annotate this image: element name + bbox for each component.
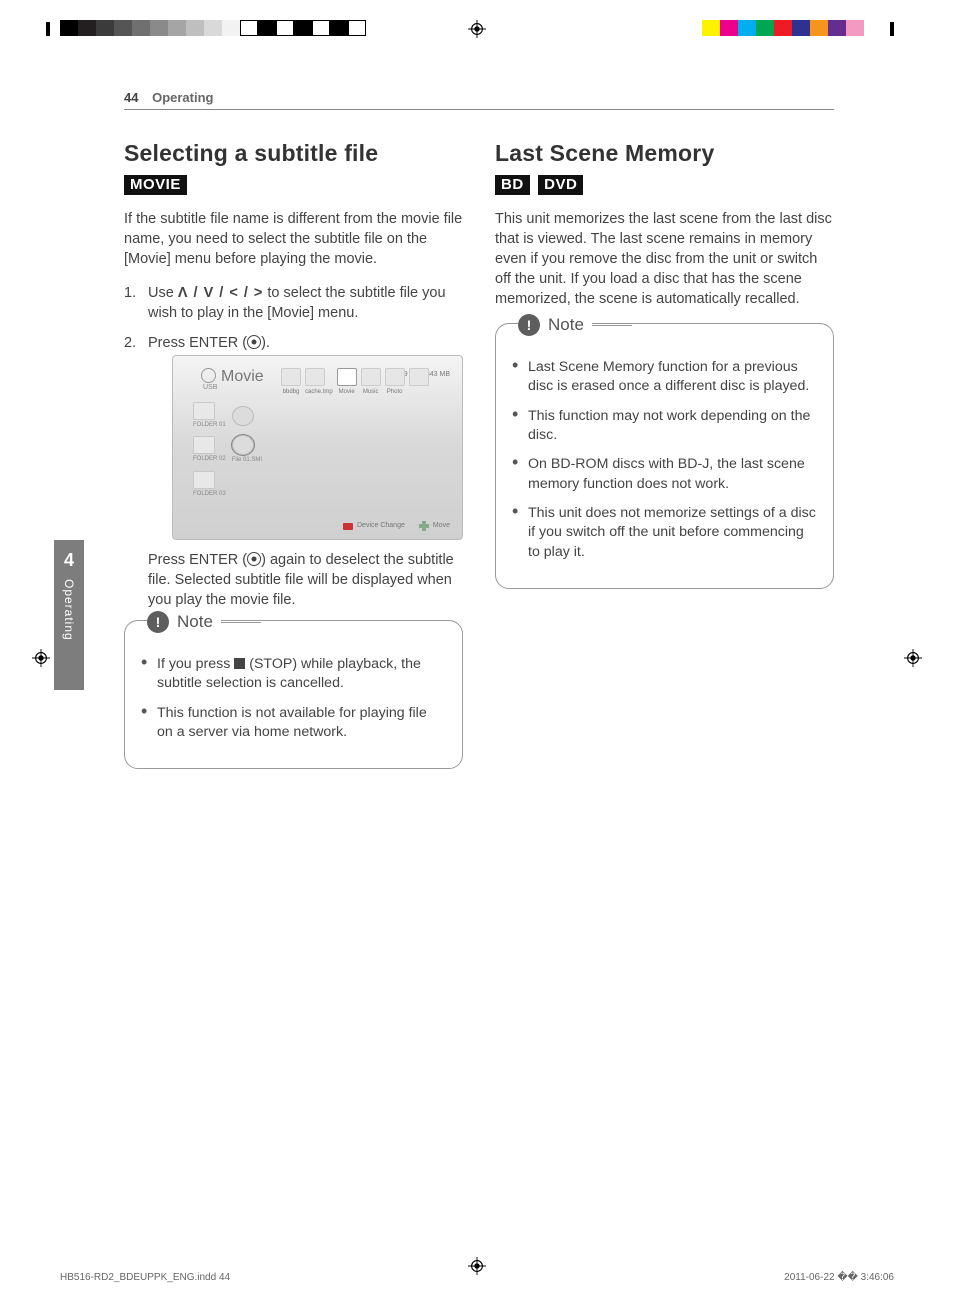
running-header: 44 Operating [124, 90, 834, 110]
note-right-item: This unit does not memorize settings of … [512, 504, 817, 562]
crop-tick-left [46, 22, 50, 36]
note-bang-icon: ! [147, 611, 169, 633]
note-head-right: ! Note [518, 313, 592, 336]
section-name: Operating [152, 90, 213, 105]
note-right-item: Last Scene Memory function for a previou… [512, 358, 817, 397]
enter-icon [247, 335, 261, 349]
page-number: 44 [124, 90, 138, 105]
media-tags-right: BD DVD [495, 175, 834, 195]
heading-last-scene: Last Scene Memory [495, 140, 834, 167]
print-file: HB516-RD2_BDEUPPK_ENG.indd 44 [60, 1272, 230, 1283]
heading-subtitle-file: Selecting a subtitle file [124, 140, 463, 167]
sidetab-number: 4 [54, 550, 84, 571]
shot-subtitle: USB [203, 383, 217, 393]
shot-sidebar: FOLDER 01FOLDER 02File 01.SMIFOLDER 03 [193, 402, 262, 498]
note-right-item: This function may not work depending on … [512, 407, 817, 446]
intro-right: This unit memorizes the last scene from … [495, 209, 834, 309]
shot-move: Move [419, 521, 450, 531]
print-timestamp: 2011-06-22 �� 3:46:06 [784, 1272, 894, 1283]
nav-arrows-glyph: Λ / V / < / > [178, 285, 264, 301]
registration-mark-left [32, 649, 50, 667]
note-box-right: ! Note Last Scene Memory function for a … [495, 323, 834, 589]
note-right-list: Last Scene Memory function for a previou… [512, 358, 817, 562]
print-footer: HB516-RD2_BDEUPPK_ENG.indd 44 2011-06-22… [60, 1272, 894, 1283]
registration-mark-right [904, 649, 922, 667]
red-button-icon [343, 523, 353, 530]
note-left-item-2: This function is not available for playi… [141, 704, 446, 743]
note-left-item-1: If you press (STOP) while playback, the … [141, 655, 446, 694]
right-column: Last Scene Memory BD DVD This unit memor… [495, 140, 834, 769]
tag-dvd: DVD [538, 175, 583, 195]
note-label-right: Note [548, 313, 584, 336]
step-1: Use Λ / V / < / > to select the subtitle… [124, 283, 463, 323]
note-head-left: ! Note [147, 610, 221, 633]
print-colorbar-left [60, 20, 366, 36]
tag-movie: MOVIE [124, 175, 187, 195]
crop-tick-right [890, 22, 894, 36]
note-right-item: On BD-ROM discs with BD-J, the last scen… [512, 455, 817, 494]
shot-footer: Device Change Move [343, 521, 450, 531]
note-box-left: ! Note If you press (STOP) while playbac… [124, 620, 463, 769]
left-column: Selecting a subtitle file MOVIE If the s… [124, 140, 463, 769]
dpad-icon [419, 521, 429, 531]
note-bang-icon: ! [518, 314, 540, 336]
movie-reel-icon [201, 368, 216, 383]
tag-bd: BD [495, 175, 530, 195]
media-tags-left: MOVIE [124, 175, 463, 195]
shot-device-change: Device Change [343, 521, 405, 531]
step-2: Press ENTER (). Movie USB 489 MB/3843 MB… [124, 333, 463, 610]
enter-icon [247, 552, 261, 566]
registration-mark-top [468, 20, 486, 38]
movie-menu-screenshot: Movie USB 489 MB/3843 MB bbdbgcache.tmpM… [172, 355, 463, 540]
note-label-left: Note [177, 610, 213, 633]
steps-list: Use Λ / V / < / > to select the subtitle… [124, 283, 463, 610]
shot-tabs: bbdbgcache.tmpMovieMusicPhoto [281, 368, 429, 396]
stop-icon [234, 658, 245, 669]
intro-left: If the subtitle file name is different f… [124, 209, 463, 269]
section-side-tab: 4 Operating [54, 540, 84, 690]
print-colorbar-right [702, 20, 882, 36]
sidetab-label: Operating [62, 579, 76, 641]
